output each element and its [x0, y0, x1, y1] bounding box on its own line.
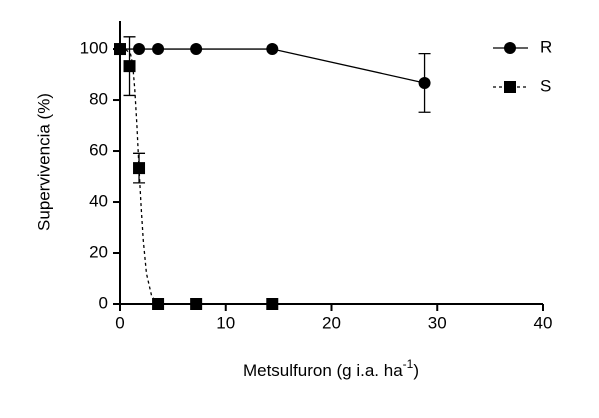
y-tick-label: 60: [89, 141, 108, 160]
point: [133, 43, 146, 56]
x-tick-label: 40: [534, 313, 553, 332]
point: [266, 298, 279, 310]
y-tick-label: 80: [89, 90, 108, 109]
point: [133, 162, 146, 175]
x-axis-label-sup: -1: [403, 357, 414, 371]
x-axis-label: Metsulfuron (g i.a. ha-1): [243, 357, 419, 380]
series-line: [120, 48, 273, 305]
point: [114, 43, 126, 56]
point: [190, 43, 203, 56]
point: [152, 298, 165, 310]
legend-marker: [504, 42, 516, 54]
x-axis-label-end: ): [413, 361, 419, 380]
y-tick-label: 40: [89, 192, 108, 211]
x-tick-label: 20: [322, 313, 341, 332]
point: [152, 43, 165, 56]
y-tick-label: 0: [99, 293, 108, 312]
x-tick-label: 30: [428, 313, 447, 332]
point: [266, 43, 279, 56]
y-tick-label: 20: [89, 242, 108, 261]
point: [190, 298, 203, 310]
legend-label: S: [540, 76, 551, 95]
y-tick-label: 100: [80, 39, 108, 58]
legend-label: R: [540, 37, 552, 56]
x-tick-label: 0: [115, 313, 124, 332]
x-axis-label-main: Metsulfuron (g i.a. ha: [243, 361, 403, 380]
point: [418, 76, 431, 89]
y-axis-label: Supervivencia (%): [34, 93, 53, 231]
point: [123, 60, 136, 73]
x-tick-label: 10: [216, 313, 235, 332]
legend-marker: [504, 81, 516, 93]
